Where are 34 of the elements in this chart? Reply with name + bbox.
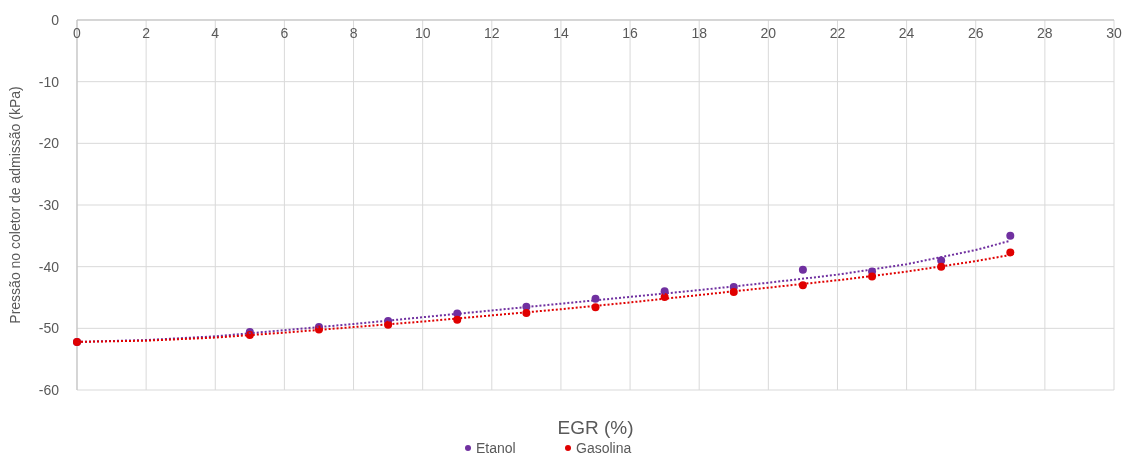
x-tick-label: 4	[211, 25, 220, 41]
x-tick-label: 0	[73, 25, 82, 41]
y-axis-title: Pressão no coletor de admissão (kPa)	[7, 86, 23, 324]
y-tick-label: -10	[38, 73, 60, 90]
y-tick-label: -40	[38, 258, 60, 275]
x-tick-label: 24	[898, 25, 915, 41]
point	[729, 287, 738, 296]
y-tick-label: -60	[38, 382, 60, 398]
x-tick-label: 16	[622, 25, 639, 41]
x-tick-label: 10	[414, 25, 431, 41]
legend-label: Gasolina	[576, 440, 632, 456]
y-tick-label: 0	[51, 12, 60, 28]
y-tick-label: -20	[38, 135, 60, 152]
point	[1006, 248, 1015, 257]
x-tick-label: 30	[1106, 25, 1122, 41]
x-tick-label: 8	[349, 25, 358, 41]
x-tick-label: 26	[967, 25, 984, 41]
x-tick-label: 28	[1037, 25, 1053, 41]
point	[798, 265, 807, 274]
point	[522, 308, 531, 317]
y-tick-label: -50	[38, 320, 60, 337]
x-tick-label: 12	[484, 25, 500, 41]
x-axis-title: EGR (%)	[557, 417, 634, 438]
x-tick-label: 2	[142, 25, 151, 41]
x-tick-label: 22	[829, 25, 846, 41]
point	[798, 281, 807, 290]
point	[1006, 231, 1015, 240]
x-tick-label: 18	[691, 25, 708, 41]
x-tick-label: 20	[760, 25, 777, 41]
x-tick-label: 6	[280, 25, 289, 41]
legend-label: Etanol	[476, 440, 516, 456]
point	[937, 262, 946, 271]
x-tick-label: 14	[553, 25, 569, 41]
y-tick-label: -30	[38, 197, 60, 213]
